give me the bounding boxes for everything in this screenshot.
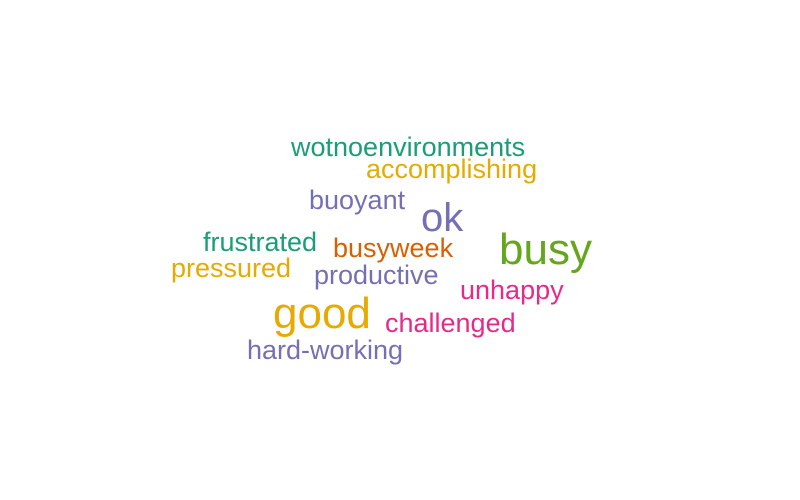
word-productive: productive — [314, 260, 439, 290]
word-ok: ok — [421, 196, 464, 240]
word-frustrated: frustrated — [203, 227, 318, 257]
word-busy: busy — [499, 225, 592, 274]
word-challenged: challenged — [385, 308, 516, 338]
word-pressured: pressured — [171, 253, 292, 283]
word-hard-working: hard-working — [247, 335, 404, 365]
word-unhappy: unhappy — [460, 275, 564, 305]
word-buoyant: buoyant — [309, 185, 406, 215]
word-wotnoenvironments: wotnoenvironments — [291, 132, 526, 162]
word-good: good — [273, 289, 371, 338]
word-accomplishing: accomplishing — [366, 154, 538, 184]
word-busyweek: busyweek — [333, 233, 454, 263]
